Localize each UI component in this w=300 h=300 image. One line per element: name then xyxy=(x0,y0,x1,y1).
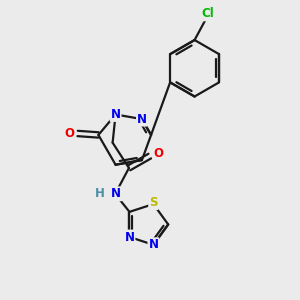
Text: N: N xyxy=(148,238,158,251)
Text: N: N xyxy=(111,187,121,200)
Text: O: O xyxy=(64,127,74,140)
Text: N: N xyxy=(137,112,147,126)
Text: O: O xyxy=(153,147,163,160)
Text: S: S xyxy=(149,196,158,209)
Text: N: N xyxy=(124,230,134,244)
Text: Cl: Cl xyxy=(202,8,214,20)
Text: N: N xyxy=(111,108,121,121)
Text: H: H xyxy=(95,187,105,200)
